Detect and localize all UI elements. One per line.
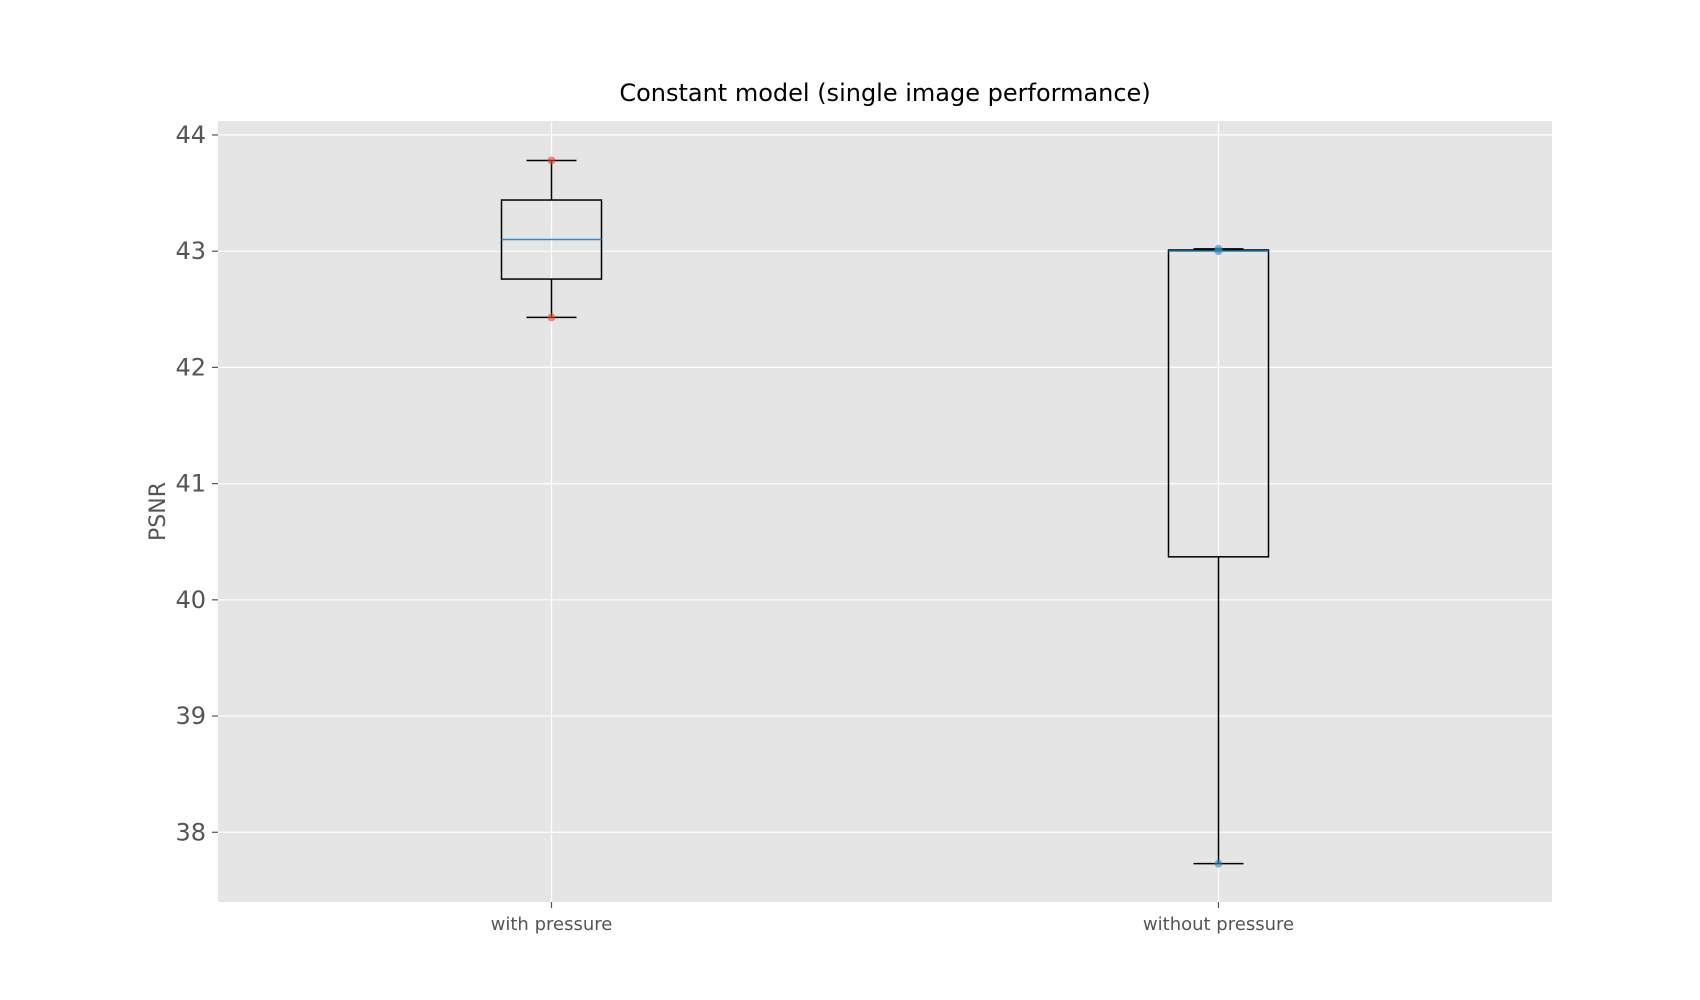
- y-tick-label: 38: [175, 818, 206, 846]
- boxes: [500, 156, 1270, 868]
- y-tick-label: 42: [175, 353, 206, 381]
- box-1: [500, 156, 603, 322]
- x-tick-label: without pressure: [1143, 914, 1294, 935]
- data-point: [1214, 859, 1223, 868]
- y-tick-label: 43: [175, 237, 206, 265]
- y-tick-label: 44: [175, 121, 206, 149]
- y-axis-label: PSNR: [146, 482, 171, 541]
- data-point: [547, 313, 556, 322]
- box-2: [1167, 244, 1270, 868]
- axis-ticks: 38 39 40 41 42 43 44 with pressure without press…: [175, 121, 1294, 935]
- y-tick-label: 40: [175, 586, 206, 614]
- data-point: [1214, 247, 1223, 256]
- y-tick-label: 39: [175, 702, 206, 730]
- chart-title: Constant model (single image performance…: [619, 79, 1150, 107]
- y-tick-label: 41: [175, 470, 206, 498]
- x-tick-label: with pressure: [491, 914, 613, 935]
- plot-area: [218, 121, 1552, 902]
- data-point: [547, 156, 556, 165]
